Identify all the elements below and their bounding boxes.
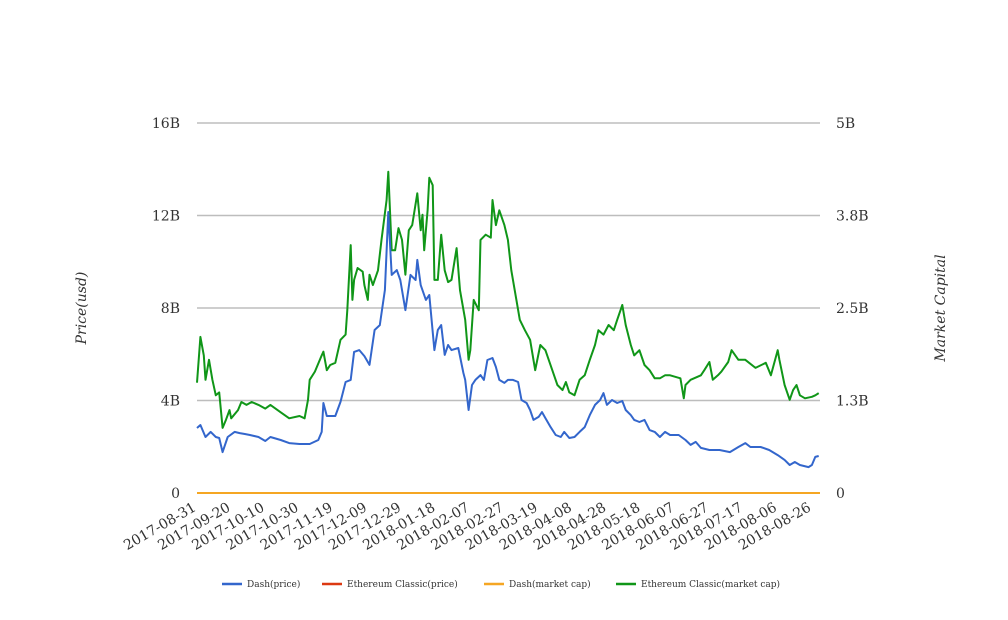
left-tick-label: 4B [161,394,180,410]
right-tick-label: 5B [836,116,855,132]
right-tick-label: 2.5B [836,301,869,317]
series-lines [196,170,820,494]
legend-label: Ethereum Classic(price) [347,579,458,590]
legend-label: Dash(market cap) [509,579,591,590]
left-tick-label: 0 [171,486,180,502]
series-line-ethereum-classic-market-cap [196,170,820,429]
x-axis: 2017-08-312017-09-202017-10-102017-10-30… [121,500,814,554]
left-tick-label: 16B [152,116,180,132]
right-axis-title: Market Capital [933,254,949,362]
right-tick-label: 1.3B [836,394,869,410]
series-line-dash-price [196,211,819,469]
left-y-axis: 0 4B 8B 12B 16B [152,116,180,502]
legend-label: Ethereum Classic(market cap) [641,579,780,590]
left-axis-title: Price(usd) [74,272,90,346]
left-tick-label: 12B [152,209,180,225]
right-tick-label: 3.8B [836,209,869,225]
right-tick-label: 0 [836,486,845,502]
legend: Dash(price) Ethereum Classic(price) Dash(m… [222,579,780,590]
legend-label: Dash(price) [247,579,300,590]
gridlines [197,122,820,494]
left-tick-label: 8B [161,301,180,317]
right-y-axis: 0 1.3B 2.5B 3.8B 5B [836,116,869,502]
